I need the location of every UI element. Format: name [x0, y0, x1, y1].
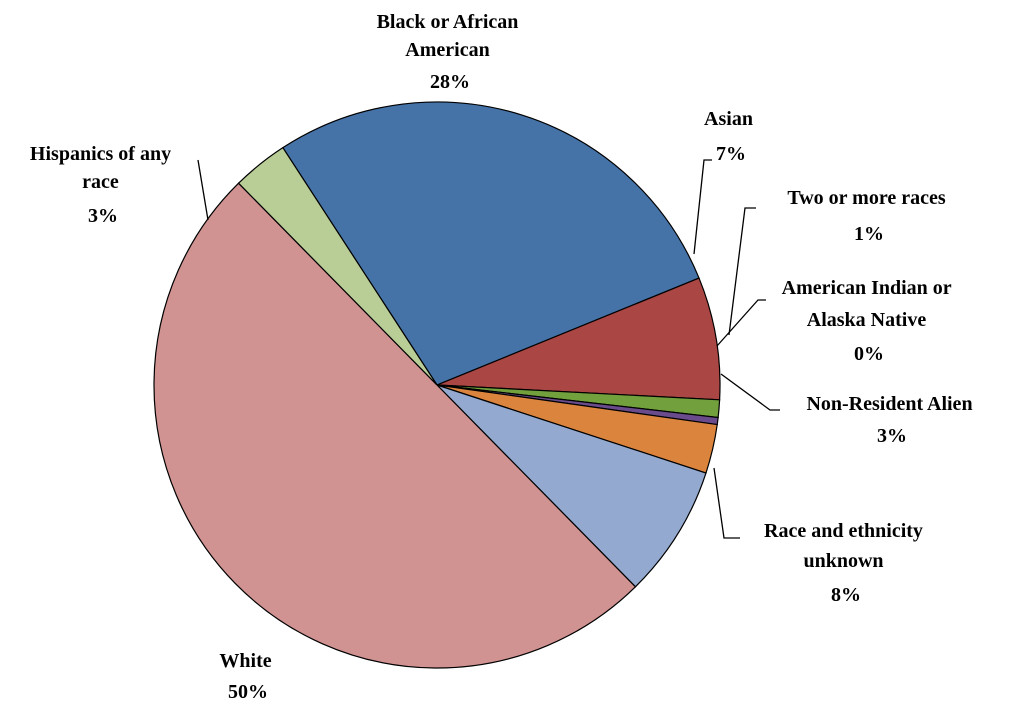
- pie-slice-white: [153, 182, 637, 669]
- leader-line-race-unknown: [713, 467, 740, 539]
- label-black-or-african-american: Black or African American 28%: [377, 11, 524, 93]
- leader-line-two-or-more: [728, 207, 756, 336]
- label-non-resident-alien: Non-Resident Alien 3%: [806, 393, 977, 447]
- label-race-unknown: Race and ethnicity unknown 8%: [764, 520, 928, 606]
- pie-slice-black-or-african-american: [282, 101, 700, 386]
- label-white: White 50%: [219, 650, 276, 703]
- label-hispanics: Hispanics of any race 3%: [30, 143, 176, 227]
- leader-line-asian: [693, 159, 712, 255]
- pie-slices: [153, 101, 721, 669]
- leader-line-american-indian: [716, 299, 766, 347]
- leader-line-non-resident: [720, 373, 780, 411]
- pie-slice-hispanics-of-any-race: [237, 146, 438, 386]
- label-two-or-more-races: Two or more races 1%: [787, 187, 950, 245]
- label-asian: Asian 7%: [704, 108, 758, 165]
- leader-lines: [197, 159, 780, 539]
- label-american-indian: American Indian or Alaska Native 0%: [782, 277, 957, 365]
- pie-slice-race-and-ethnicity-unknown: [436, 384, 707, 588]
- leader-line-hispanics: [197, 159, 209, 221]
- pie-slice-asian: [436, 277, 721, 401]
